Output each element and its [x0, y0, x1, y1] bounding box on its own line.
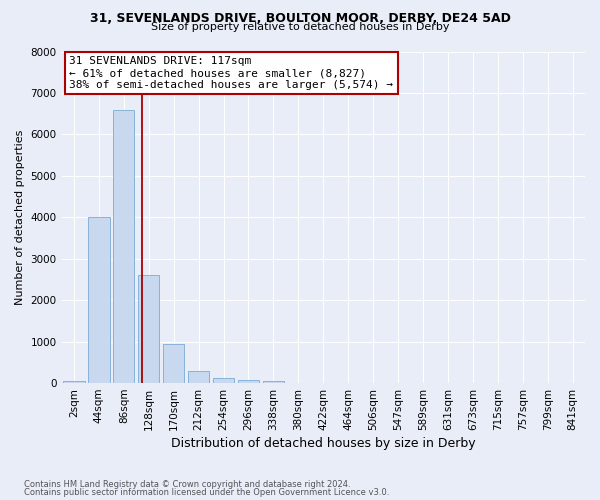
Text: Contains HM Land Registry data © Crown copyright and database right 2024.: Contains HM Land Registry data © Crown c… — [24, 480, 350, 489]
Bar — [64, 380, 85, 383]
Bar — [163, 344, 184, 383]
Bar — [213, 378, 234, 383]
Text: Size of property relative to detached houses in Derby: Size of property relative to detached ho… — [151, 22, 449, 32]
Text: Contains public sector information licensed under the Open Government Licence v3: Contains public sector information licen… — [24, 488, 389, 497]
Bar — [113, 110, 134, 383]
Text: 31, SEVENLANDS DRIVE, BOULTON MOOR, DERBY, DE24 5AD: 31, SEVENLANDS DRIVE, BOULTON MOOR, DERB… — [89, 12, 511, 26]
Bar — [88, 218, 110, 383]
Bar — [263, 380, 284, 383]
Text: 31 SEVENLANDS DRIVE: 117sqm
← 61% of detached houses are smaller (8,827)
38% of : 31 SEVENLANDS DRIVE: 117sqm ← 61% of det… — [70, 56, 394, 90]
Bar — [238, 380, 259, 383]
X-axis label: Distribution of detached houses by size in Derby: Distribution of detached houses by size … — [171, 437, 476, 450]
Y-axis label: Number of detached properties: Number of detached properties — [15, 130, 25, 305]
Bar — [138, 276, 160, 383]
Bar — [188, 370, 209, 383]
